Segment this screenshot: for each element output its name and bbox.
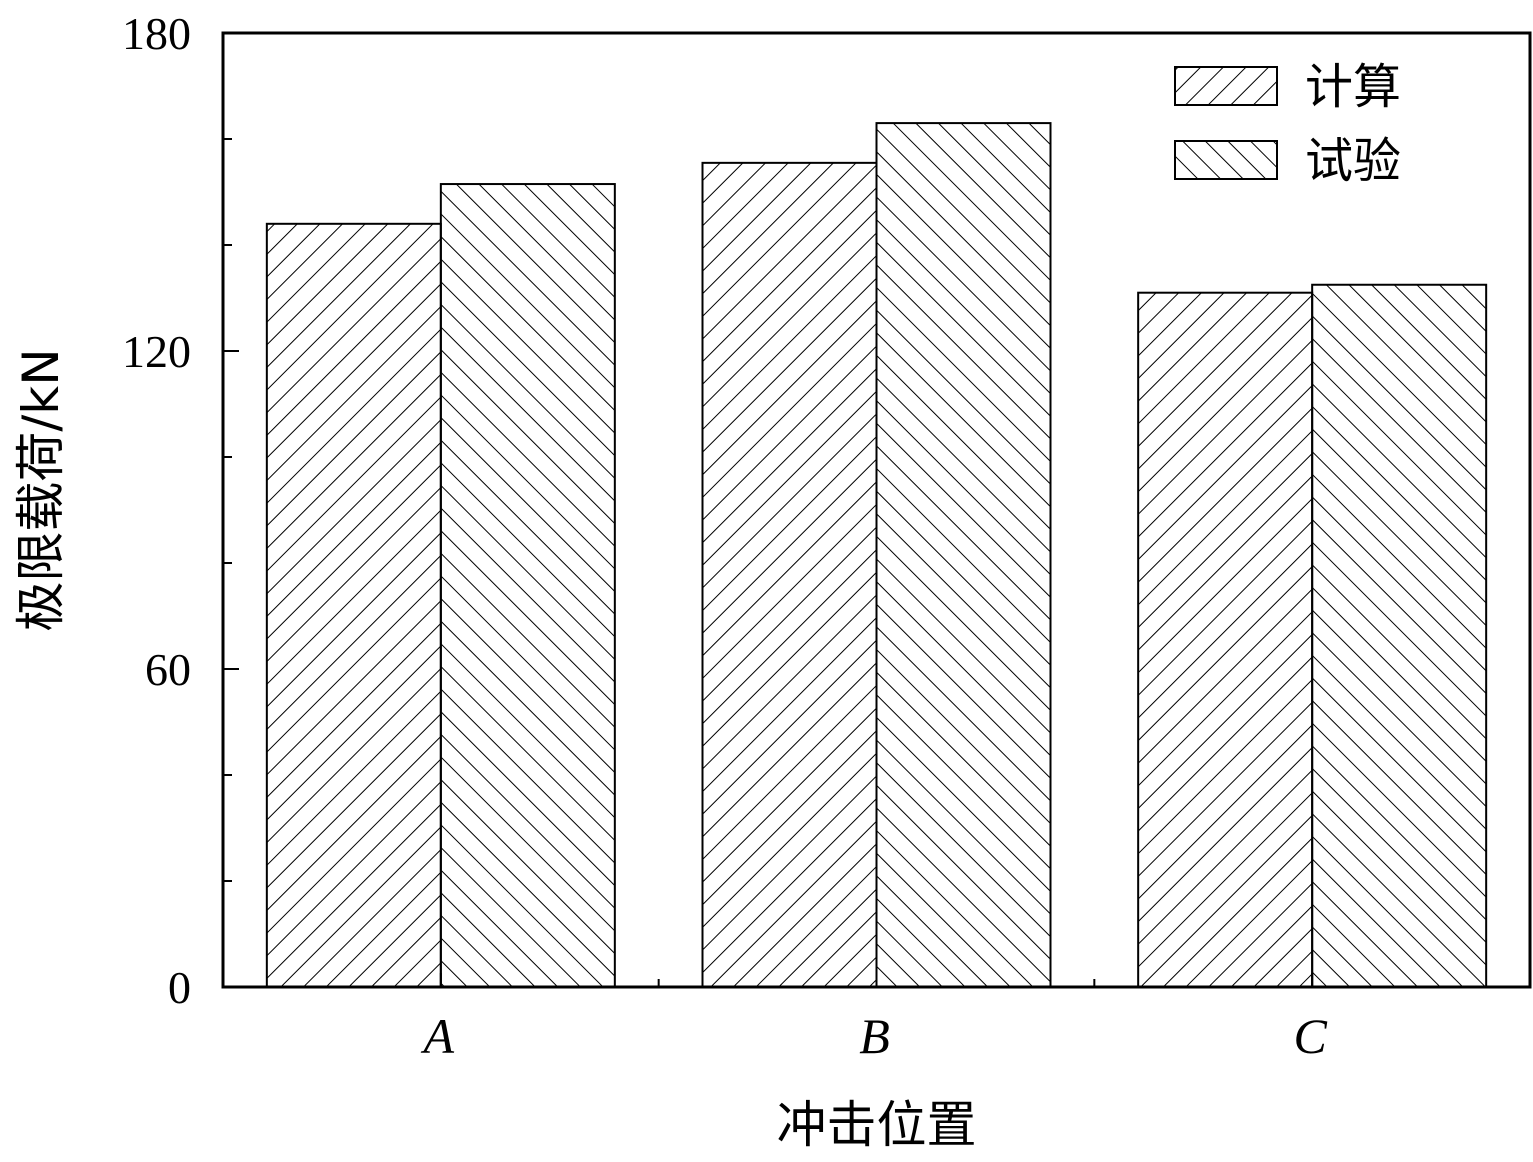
legend-swatch-2 (1174, 140, 1278, 180)
y-axis-title: 极限载荷/kN (12, 348, 70, 631)
bar-b-series-2 (875, 122, 1052, 989)
x-axis-tick-labels: A B C (421, 1008, 1328, 1064)
x-axis-ticks (439, 973, 1314, 987)
y-axis-tick-labels: 0 60 120 180 (122, 8, 191, 1013)
x-tick-label: A (421, 1008, 455, 1064)
legend-label-2: 试验 (1305, 133, 1401, 189)
legend-label-1: 计算 (1305, 59, 1401, 115)
bars-group (265, 122, 1488, 989)
y-axis-ticks (223, 138, 239, 882)
legend-swatch-1 (1174, 66, 1278, 106)
x-tick-label: B (859, 1008, 890, 1064)
y-tick-label: 0 (168, 962, 191, 1013)
y-tick-label: 60 (145, 644, 191, 695)
bar-a-series-1 (265, 222, 442, 989)
x-tick-label: C (1293, 1008, 1327, 1064)
bar-a-series-2 (439, 183, 616, 989)
bar-b-series-1 (701, 161, 878, 989)
y-tick-label: 120 (122, 326, 191, 377)
bar-c-series-1 (1137, 291, 1314, 988)
y-tick-label: 180 (122, 8, 191, 59)
bar-c-series-2 (1311, 283, 1488, 988)
x-axis-title: 冲击位置 (777, 1096, 977, 1154)
